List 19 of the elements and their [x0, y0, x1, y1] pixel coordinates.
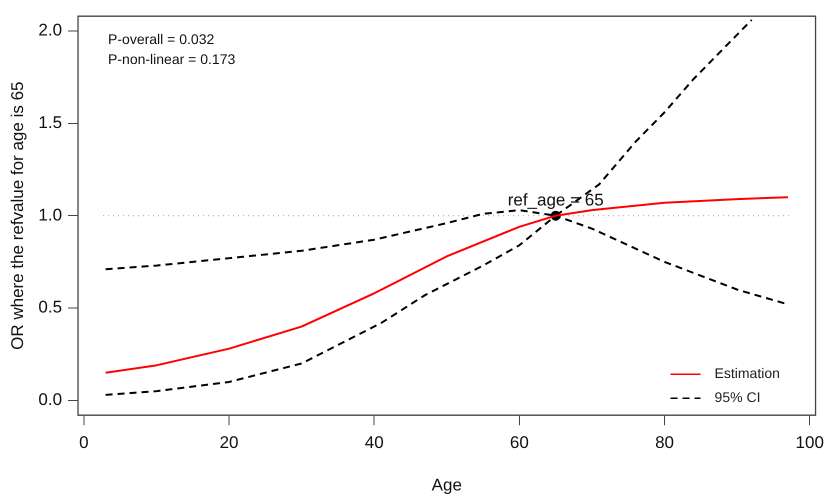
x-tick-label: 20	[220, 433, 238, 452]
x-tick-label: 40	[364, 433, 384, 452]
y-tick-label: 2.0	[38, 20, 62, 40]
y-tick-label: 1.5	[38, 113, 62, 132]
x-tick-label: 0	[79, 433, 89, 452]
y-axis-title: OR where the refvalue for age is 65	[8, 82, 27, 350]
annotation: P-overall = 0.032	[108, 31, 214, 48]
x-tick-label: 80	[655, 433, 674, 452]
y-tick-label: 1.0	[38, 205, 62, 224]
y-tick-label: 0.0	[38, 390, 62, 410]
legend-label: 95% CI	[714, 389, 760, 406]
line-series	[104, 18, 753, 270]
annotation: ref_age = 65	[508, 190, 604, 210]
y-tick-label: 0.5	[38, 298, 62, 317]
x-tick-label: 100	[796, 433, 824, 452]
annotation: P-non-linear = 0.173	[108, 51, 236, 68]
x-tick-label: 60	[510, 433, 529, 452]
x-axis-title: Age	[432, 475, 462, 494]
legend-label: Estimation	[714, 365, 780, 382]
